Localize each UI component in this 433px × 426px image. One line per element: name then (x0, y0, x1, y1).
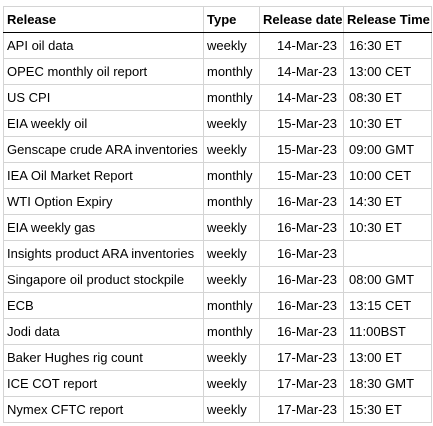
cell-release[interactable]: ICE COT report (3, 370, 204, 397)
header-release-time[interactable]: Release Time (343, 6, 432, 33)
table-row: API oil data weekly 14-Mar-23 16:30 ET (3, 32, 432, 59)
cell-release[interactable]: Jodi data (3, 318, 204, 345)
cell-release-time[interactable]: 10:00 CET (343, 162, 432, 189)
cell-type[interactable]: monthly (203, 292, 260, 319)
cell-release-time[interactable]: 13:00 CET (343, 58, 432, 85)
table-row: ECB monthly 16-Mar-23 13:15 CET (3, 292, 432, 319)
cell-release[interactable]: WTI Option Expiry (3, 188, 204, 215)
cell-release-time[interactable]: 18:30 GMT (343, 370, 432, 397)
table-row: EIA weekly oil weekly 15-Mar-23 10:30 ET (3, 110, 432, 137)
table-row: Genscape crude ARA inventories weekly 15-M… (3, 136, 432, 163)
cell-type[interactable]: weekly (203, 214, 260, 241)
cell-release-date[interactable]: 14-Mar-23 (259, 32, 344, 59)
header-row: Release Type Release date Release Time (3, 6, 432, 33)
table-row: OPEC monthly oil report monthly 14-Mar-23 1… (3, 58, 432, 85)
cell-release-date[interactable]: 15-Mar-23 (259, 110, 344, 137)
cell-type[interactable]: monthly (203, 58, 260, 85)
table-row: Jodi data monthly 16-Mar-23 11:00BST (3, 318, 432, 345)
table-row: Singapore oil product stockpile weekly 16-… (3, 266, 432, 293)
header-release-date[interactable]: Release date (259, 6, 344, 33)
table-row: Nymex CFTC report weekly 17-Mar-23 15:30 ET (3, 396, 432, 423)
cell-release-time[interactable]: 11:00BST (343, 318, 432, 345)
cell-release-date[interactable]: 16-Mar-23 (259, 266, 344, 293)
cell-type[interactable]: weekly (203, 240, 260, 267)
header-release[interactable]: Release (3, 6, 204, 33)
cell-release-time[interactable]: 13:00 ET (343, 344, 432, 371)
cell-release-date[interactable]: 16-Mar-23 (259, 292, 344, 319)
cell-type[interactable]: weekly (203, 396, 260, 423)
release-calendar: Release Type Release date Release Time A… (3, 6, 432, 423)
cell-release-time[interactable]: 16:30 ET (343, 32, 432, 59)
cell-release-time[interactable]: 09:00 GMT (343, 136, 432, 163)
cell-release[interactable]: Baker Hughes rig count (3, 344, 204, 371)
cell-release-time[interactable]: 10:30 ET (343, 110, 432, 137)
cell-release-date[interactable]: 14-Mar-23 (259, 58, 344, 85)
cell-release-time[interactable]: 10:30 ET (343, 214, 432, 241)
header-type[interactable]: Type (203, 6, 260, 33)
cell-type[interactable]: weekly (203, 110, 260, 137)
cell-release-date[interactable]: 17-Mar-23 (259, 370, 344, 397)
cell-release-date[interactable]: 16-Mar-23 (259, 188, 344, 215)
cell-release-date[interactable]: 15-Mar-23 (259, 136, 344, 163)
cell-type[interactable]: weekly (203, 344, 260, 371)
cell-release-time[interactable]: 08:30 ET (343, 84, 432, 111)
table-row: US CPI monthly 14-Mar-23 08:30 ET (3, 84, 432, 111)
cell-release[interactable]: EIA weekly gas (3, 214, 204, 241)
cell-release-time[interactable]: 14:30 ET (343, 188, 432, 215)
cell-type[interactable]: monthly (203, 188, 260, 215)
cell-type[interactable]: weekly (203, 136, 260, 163)
cell-type[interactable]: weekly (203, 32, 260, 59)
cell-release-date[interactable]: 16-Mar-23 (259, 214, 344, 241)
cell-release-time[interactable]: 13:15 CET (343, 292, 432, 319)
table-row: ICE COT report weekly 17-Mar-23 18:30 GMT (3, 370, 432, 397)
cell-release[interactable]: Singapore oil product stockpile (3, 266, 204, 293)
cell-release-date[interactable]: 15-Mar-23 (259, 162, 344, 189)
cell-release[interactable]: ECB (3, 292, 204, 319)
cell-release[interactable]: Nymex CFTC report (3, 396, 204, 423)
cell-release-date[interactable]: 16-Mar-23 (259, 318, 344, 345)
cell-release[interactable]: Genscape crude ARA inventories (3, 136, 204, 163)
release-table: Release Type Release date Release Time A… (3, 6, 432, 423)
table-row: Insights product ARA inventories weekly 16… (3, 240, 432, 267)
table-row: IEA Oil Market Report monthly 15-Mar-23 10:… (3, 162, 432, 189)
cell-release-date[interactable]: 16-Mar-23 (259, 240, 344, 267)
table-body: API oil data weekly 14-Mar-23 16:30 ET OPEC … (3, 32, 432, 423)
table-row: WTI Option Expiry monthly 16-Mar-23 14:30 E… (3, 188, 432, 215)
cell-release-time[interactable] (343, 240, 432, 267)
cell-type[interactable]: monthly (203, 318, 260, 345)
cell-type[interactable]: monthly (203, 84, 260, 111)
cell-release-date[interactable]: 14-Mar-23 (259, 84, 344, 111)
table-row: Baker Hughes rig count weekly 17-Mar-23 13:… (3, 344, 432, 371)
cell-release-time[interactable]: 08:00 GMT (343, 266, 432, 293)
table-row: EIA weekly gas weekly 16-Mar-23 10:30 ET (3, 214, 432, 241)
cell-release-date[interactable]: 17-Mar-23 (259, 396, 344, 423)
cell-type[interactable]: weekly (203, 266, 260, 293)
cell-release[interactable]: API oil data (3, 32, 204, 59)
cell-type[interactable]: monthly (203, 162, 260, 189)
cell-release[interactable]: IEA Oil Market Report (3, 162, 204, 189)
cell-type[interactable]: weekly (203, 370, 260, 397)
cell-release[interactable]: Insights product ARA inventories (3, 240, 204, 267)
cell-release[interactable]: EIA weekly oil (3, 110, 204, 137)
cell-release-date[interactable]: 17-Mar-23 (259, 344, 344, 371)
cell-release[interactable]: OPEC monthly oil report (3, 58, 204, 85)
cell-release-time[interactable]: 15:30 ET (343, 396, 432, 423)
cell-release[interactable]: US CPI (3, 84, 204, 111)
